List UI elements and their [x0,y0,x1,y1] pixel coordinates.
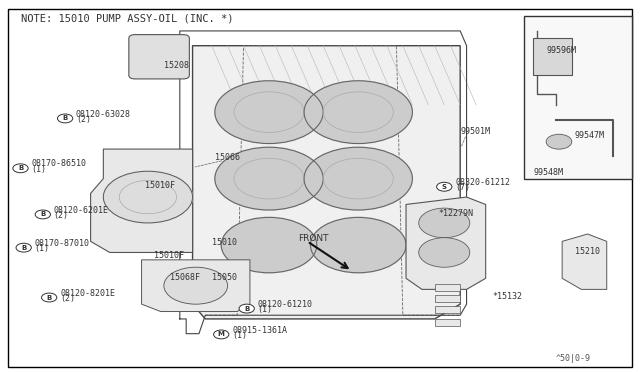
Circle shape [304,81,412,144]
Text: B: B [18,165,23,171]
Circle shape [546,134,572,149]
Text: 15010F: 15010F [145,181,175,190]
Text: 15050: 15050 [212,273,237,282]
Circle shape [58,114,73,123]
Circle shape [13,164,28,173]
Text: 08120-6201E: 08120-6201E [54,206,109,215]
Text: B: B [40,211,45,217]
Text: (1): (1) [232,331,247,340]
Text: 08170-86510: 08170-86510 [31,160,86,169]
Text: (1): (1) [257,305,273,314]
Bar [435,295,460,302]
Circle shape [436,182,452,191]
Polygon shape [193,46,460,319]
Text: B: B [63,115,68,121]
Circle shape [42,293,57,302]
Text: B: B [47,295,52,301]
Text: (1): (1) [31,165,46,174]
Text: 08120-61210: 08120-61210 [257,300,312,309]
Circle shape [214,330,229,339]
Text: 08170-87010: 08170-87010 [35,239,90,248]
Circle shape [215,147,323,210]
Text: *12279N: *12279N [438,209,473,218]
Circle shape [35,210,51,219]
Text: B: B [21,245,26,251]
Circle shape [221,217,317,273]
Text: 15066: 15066 [215,153,240,162]
Text: (2): (2) [76,115,91,124]
Circle shape [239,304,254,313]
Circle shape [164,267,228,304]
Text: 99547M: 99547M [575,131,605,140]
Text: NOTE: 15010 PUMP ASSY-OIL (INC. *): NOTE: 15010 PUMP ASSY-OIL (INC. *) [20,14,233,24]
Polygon shape [562,234,607,289]
Text: 15210: 15210 [575,247,600,256]
Text: 99501M: 99501M [460,127,490,136]
Text: FRONT: FRONT [298,234,329,243]
Text: 08120-63028: 08120-63028 [76,110,131,119]
FancyBboxPatch shape [129,35,189,79]
Polygon shape [141,260,250,311]
Text: 15010F: 15010F [154,251,184,260]
Bar [435,306,460,313]
Circle shape [419,208,470,238]
Circle shape [16,243,31,252]
Text: S: S [442,184,447,190]
Polygon shape [406,197,486,289]
Text: 99596M: 99596M [546,46,576,55]
Circle shape [310,217,406,273]
Text: 08915-1361A: 08915-1361A [232,326,287,334]
Circle shape [419,238,470,267]
Bar [435,319,460,326]
Circle shape [103,171,193,223]
Text: 15208: 15208 [164,61,189,70]
Text: 15068F: 15068F [170,273,200,282]
Bar [524,16,632,179]
Text: (1): (1) [35,244,49,253]
Text: 08120-8201E: 08120-8201E [60,289,115,298]
Text: (2): (2) [60,294,75,303]
Polygon shape [91,149,193,253]
Text: *15132: *15132 [492,292,522,301]
Text: 15010: 15010 [212,238,237,247]
Bar [435,284,460,291]
Text: (2): (2) [54,211,68,220]
Text: M: M [218,331,225,337]
Circle shape [215,81,323,144]
Text: 08320-61212: 08320-61212 [455,178,510,187]
Text: 99548M: 99548M [534,168,563,177]
Text: (7): (7) [455,183,470,192]
Bar [534,38,572,75]
Circle shape [304,147,412,210]
Text: ^50|0-9: ^50|0-9 [556,355,591,363]
Text: B: B [244,305,250,312]
